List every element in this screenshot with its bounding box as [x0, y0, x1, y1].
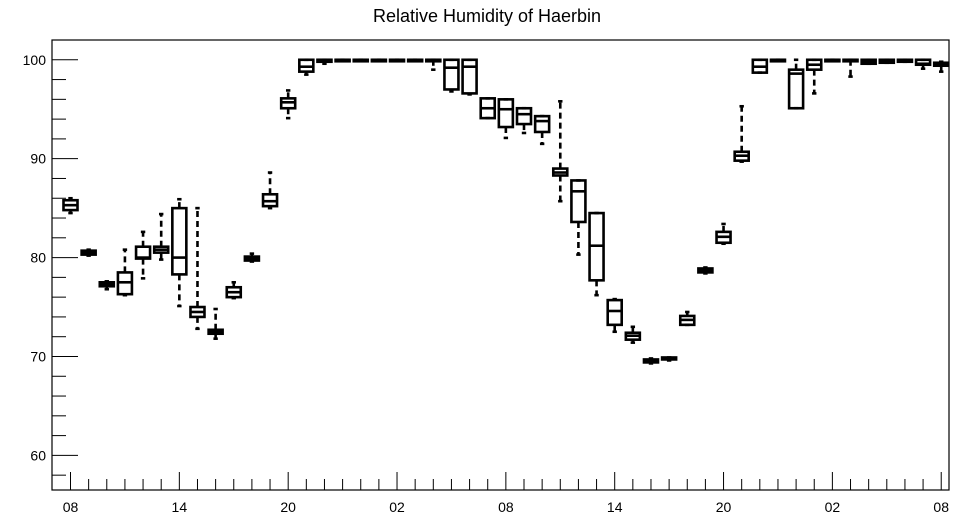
box	[805, 58, 823, 95]
plot-frame	[51, 39, 950, 491]
box	[388, 58, 406, 63]
box	[588, 211, 605, 297]
box	[406, 58, 424, 63]
box	[443, 58, 460, 93]
box	[334, 58, 351, 63]
box	[624, 325, 642, 344]
y-tick-label: 100	[23, 52, 47, 68]
x-tick-label: 14	[607, 499, 623, 515]
x-tick-label: 08	[933, 499, 949, 515]
box	[62, 196, 79, 215]
box	[116, 248, 134, 297]
box-body	[443, 58, 460, 91]
box	[134, 230, 152, 280]
chart-title: Relative Humidity of Haerbin	[373, 6, 601, 26]
box	[243, 252, 261, 263]
box	[225, 281, 243, 300]
box	[207, 307, 224, 340]
box-body	[497, 98, 515, 129]
box	[298, 58, 315, 76]
box	[769, 58, 787, 63]
box	[932, 60, 950, 73]
box	[497, 98, 515, 140]
box	[896, 58, 914, 64]
x-tick-label: 08	[63, 499, 79, 515]
box	[787, 58, 805, 110]
box-series	[62, 58, 950, 365]
y-tick-label: 90	[30, 151, 46, 167]
box	[570, 179, 587, 256]
x-axis: 08 14 20 02 08 14 20 02 08	[63, 472, 949, 515]
box-body	[787, 68, 805, 110]
box-body	[461, 58, 478, 95]
box	[98, 280, 116, 291]
box	[352, 58, 370, 63]
box	[733, 104, 750, 163]
x-tick-label: 02	[389, 499, 405, 515]
y-tick-label: 80	[30, 250, 46, 266]
box	[80, 248, 97, 257]
box	[751, 58, 769, 74]
y-tick-label: 70	[30, 348, 46, 364]
box	[189, 206, 206, 331]
box	[316, 58, 333, 66]
box	[642, 357, 660, 365]
y-axis: 60 70 80 90 100	[23, 39, 78, 476]
box-body	[515, 106, 533, 126]
box	[551, 100, 569, 203]
x-tick-label: 20	[716, 499, 732, 515]
box	[461, 58, 478, 96]
box	[860, 58, 877, 66]
box	[697, 266, 714, 275]
x-tick-label: 08	[498, 499, 514, 515]
box	[279, 89, 297, 120]
box	[660, 356, 678, 362]
box	[842, 58, 859, 78]
x-tick-label: 20	[280, 499, 296, 515]
box	[914, 58, 932, 70]
box	[424, 58, 442, 71]
box	[370, 58, 388, 63]
box	[606, 297, 624, 334]
box	[479, 97, 497, 120]
box-body	[171, 206, 188, 276]
box	[171, 197, 188, 308]
box	[824, 58, 841, 63]
box-body	[533, 114, 551, 134]
x-tick-label: 02	[825, 499, 841, 515]
x-tick-label: 14	[172, 499, 188, 515]
box	[533, 114, 551, 146]
box	[515, 106, 533, 135]
box	[678, 310, 696, 327]
box	[261, 171, 279, 210]
box	[152, 212, 170, 261]
box	[878, 58, 896, 65]
box-body	[606, 298, 624, 327]
y-tick-label: 60	[30, 447, 46, 463]
box-body	[570, 179, 587, 224]
box	[715, 222, 732, 246]
